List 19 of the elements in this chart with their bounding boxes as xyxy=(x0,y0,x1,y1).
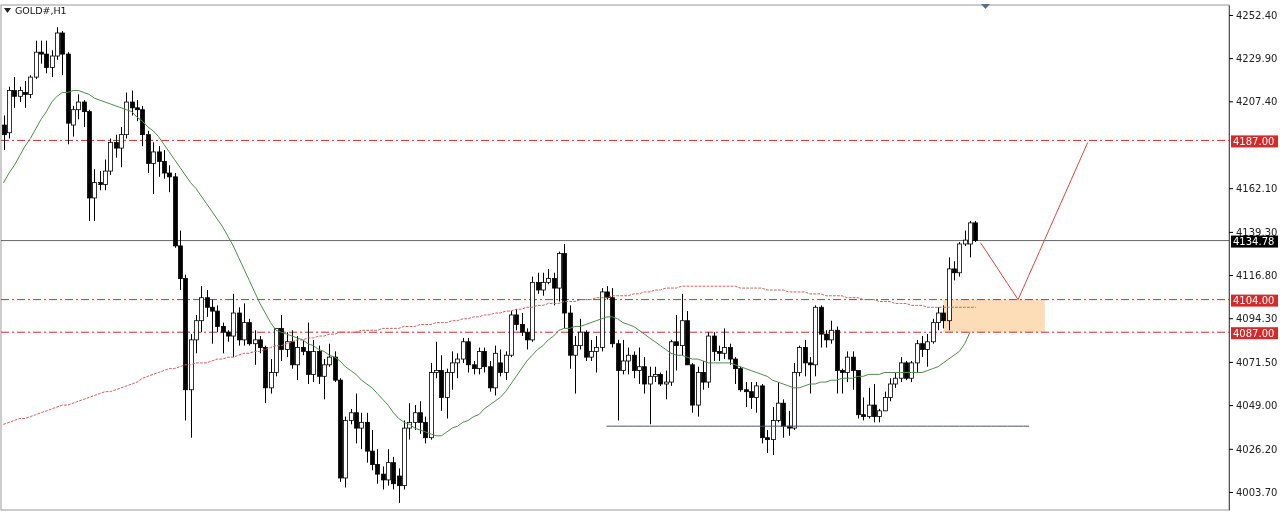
line-series xyxy=(980,142,1089,301)
y-tick-label: 4116.80 xyxy=(1236,269,1278,281)
chart-title: GOLD#,H1 xyxy=(15,5,67,16)
y-tick-label: 4229.90 xyxy=(1236,52,1278,64)
line-series xyxy=(3,285,976,425)
ref-line-label: 4087.00 xyxy=(1233,327,1275,339)
line-series xyxy=(3,90,971,437)
y-tick-label: 4162.10 xyxy=(1236,182,1278,194)
y-tick-label: 4094.30 xyxy=(1236,312,1278,324)
y-tick-label: 4252.40 xyxy=(1236,9,1278,21)
ref-line-label: 4187.00 xyxy=(1233,135,1275,147)
y-tick-label: 4139.30 xyxy=(1236,226,1278,238)
ref-line-label: 4104.00 xyxy=(1233,295,1275,307)
y-tick-label: 4207.40 xyxy=(1236,95,1278,107)
y-tick-label: 4003.70 xyxy=(1236,486,1278,498)
y-tick-label: 4026.20 xyxy=(1236,443,1278,455)
y-tick-label: 4071.50 xyxy=(1236,356,1278,368)
y-tick-label: 4049.00 xyxy=(1236,399,1278,411)
ref-line-label: 4134.78 xyxy=(1233,236,1275,248)
